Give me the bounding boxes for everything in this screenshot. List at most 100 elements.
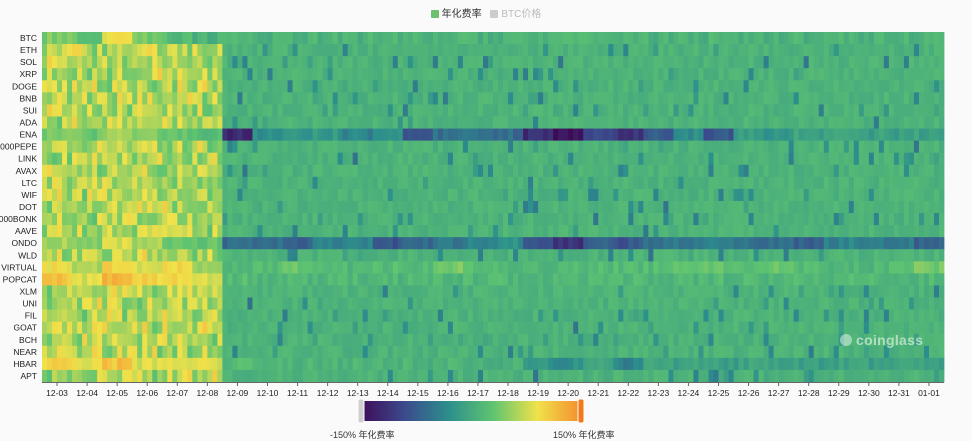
heatmap-cell [377, 56, 384, 69]
heatmap-cell [653, 176, 659, 190]
heatmap-cell [442, 249, 449, 262]
heatmap-cell [618, 261, 624, 274]
heatmap-cell [528, 188, 534, 202]
heatmap-cell [237, 225, 243, 238]
heatmap-cell [813, 56, 820, 69]
heatmap-cell [773, 116, 780, 129]
heatmap-cell [808, 164, 815, 178]
heatmap-cell [307, 80, 313, 93]
heatmap-cell [873, 92, 880, 105]
heatmap-cell [177, 80, 183, 93]
heatmap-cell [918, 188, 925, 202]
heatmap-cell [427, 188, 434, 202]
heatmap-cell [538, 309, 544, 323]
heatmap-cell [783, 261, 790, 274]
heatmap-cell [823, 176, 830, 190]
heatmap-cell [42, 285, 48, 298]
heatmap-cell [82, 176, 88, 190]
heatmap-cell [713, 261, 719, 274]
heatmap-cell [267, 285, 273, 298]
heatmap-cell [608, 285, 614, 298]
heatmap-cell [232, 116, 238, 129]
heatmap-cell [693, 273, 699, 286]
heatmap-cell [758, 297, 764, 310]
heatmap-cell [648, 68, 654, 81]
heatmap-cell [142, 249, 148, 262]
heatmap-cell [768, 225, 775, 238]
heatmap-cell [387, 92, 394, 105]
heatmap-cell [893, 80, 900, 93]
heatmap-cell [472, 104, 479, 117]
heatmap-cell [62, 56, 68, 69]
heatmap-cell [372, 116, 379, 129]
heatmap-cell [62, 152, 68, 166]
heatmap-cell [87, 225, 93, 238]
heatmap-cell [508, 200, 514, 214]
heatmap-cell [117, 44, 123, 57]
heatmap-cell [558, 333, 564, 347]
heatmap-cell [197, 80, 203, 93]
heatmap-cell [177, 345, 183, 359]
heatmap-cell [312, 116, 319, 129]
heatmap-cell [738, 345, 744, 359]
heatmap-cell [873, 68, 880, 81]
heatmap-cell [127, 357, 133, 371]
heatmap-cell [688, 176, 694, 190]
heatmap-cell [623, 225, 629, 238]
heatmap-cell [653, 237, 659, 250]
heatmap-cell [888, 333, 895, 347]
heatmap-cell [137, 309, 143, 323]
heatmap-cell [643, 56, 649, 69]
heatmap-cell [477, 321, 484, 335]
heatmap-cell [422, 273, 429, 286]
heatmap-cell [342, 152, 349, 166]
heatmap-cell [623, 249, 629, 262]
heatmap-cell [773, 152, 780, 166]
heatmap-cell [843, 261, 850, 274]
heatmap-cell [327, 333, 334, 347]
heatmap-cell [177, 128, 183, 142]
heatmap-cell [232, 68, 238, 81]
heatmap-cell [573, 56, 579, 69]
heatmap-cell [347, 56, 354, 69]
heatmap-cell [718, 116, 724, 129]
heatmap-cell [62, 32, 68, 45]
heatmap-cell [678, 297, 684, 310]
heatmap-cell [723, 309, 729, 323]
heatmap-cell [898, 176, 905, 190]
heatmap-cell [708, 261, 714, 274]
heatmap-cell [312, 297, 319, 310]
heatmap-cell [643, 188, 649, 202]
heatmap-cell [768, 140, 775, 154]
heatmap-cell [803, 128, 810, 142]
heatmap-cell [568, 357, 574, 371]
heatmap-cell [422, 56, 429, 69]
heatmap-cell [808, 225, 815, 238]
heatmap-cell [442, 116, 449, 129]
heatmap-cell [422, 297, 429, 310]
heatmap-cell [863, 164, 870, 178]
heatmap-cell [928, 249, 935, 262]
heatmap-cell [232, 80, 238, 93]
heatmap-cell [287, 92, 293, 105]
heatmap-cell [377, 44, 384, 57]
heatmap-cell [247, 345, 253, 359]
heatmap-cell [297, 237, 303, 250]
heatmap-cell [272, 285, 278, 298]
heatmap-cell [758, 237, 764, 250]
heatmap-cell [267, 80, 273, 93]
heatmap-cell [297, 285, 303, 298]
heatmap-cell [653, 249, 659, 262]
heatmap-cell [658, 285, 664, 298]
heatmap-cell [387, 333, 394, 347]
heatmap-cell [493, 44, 499, 57]
heatmap-cell [713, 56, 719, 69]
heatmap-cell [157, 68, 163, 81]
heatmap-cell [583, 309, 589, 323]
heatmap-cell [387, 80, 394, 93]
heatmap-cell [808, 200, 815, 214]
heatmap-cell [402, 213, 409, 226]
heatmap-cell [868, 321, 875, 335]
heatmap-cell [372, 128, 379, 142]
heatmap-cell [482, 80, 489, 93]
